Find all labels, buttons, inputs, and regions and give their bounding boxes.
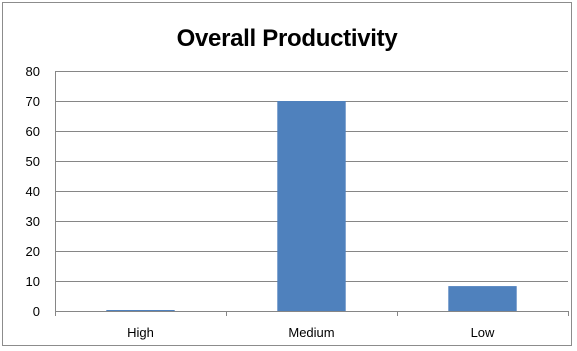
bar-high [106,310,175,311]
x-tick-label: Medium [288,325,334,340]
y-tick-label: 60 [26,124,40,139]
chart-title: Overall Productivity [176,25,398,52]
x-tick-label: Low [471,325,495,340]
y-tick-label: 50 [26,154,40,169]
x-tick-label: High [127,325,154,340]
y-tick-label: 70 [26,94,40,109]
y-tick-label: 40 [26,184,40,199]
axes [55,71,569,316]
bars [106,101,517,311]
y-tick-label: 20 [26,244,40,259]
y-tick-label: 10 [26,274,40,289]
bar-medium [277,101,346,311]
y-tick-label: 80 [26,64,40,79]
y-tick-labels: 0 10 20 30 40 50 60 70 80 [26,64,40,319]
x-tick-labels: High Medium Low [127,325,495,340]
y-tick-label: 0 [33,304,40,319]
bar-low [448,286,517,311]
y-tick-label: 30 [26,214,40,229]
